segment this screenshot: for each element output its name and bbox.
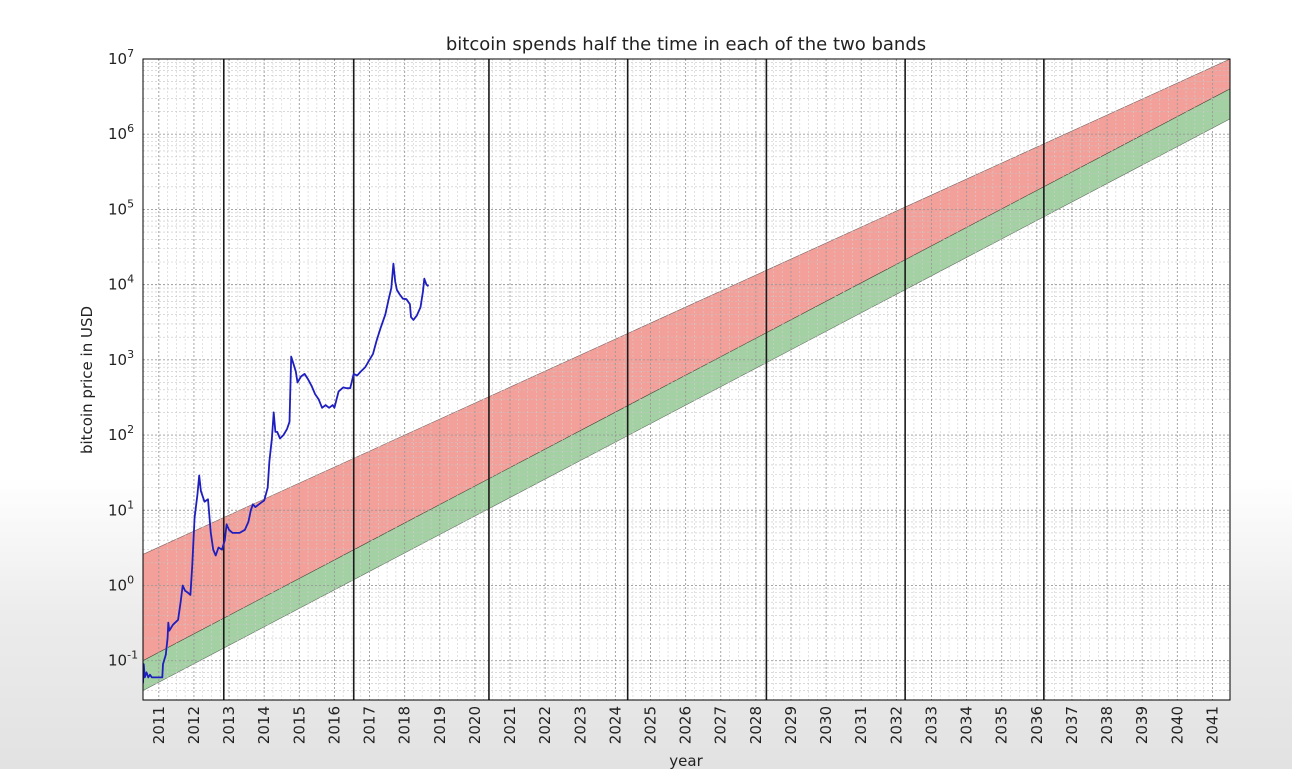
- y-tick-label: 106: [108, 122, 134, 143]
- x-tick-label: 2023: [571, 706, 589, 744]
- x-tick-label: 2018: [396, 706, 414, 744]
- y-tick-label: 107: [108, 47, 134, 68]
- y-tick-label: 103: [108, 348, 134, 369]
- x-tick-label: 2037: [1063, 706, 1081, 744]
- x-tick-label: 2015: [290, 706, 308, 744]
- y-tick-label: 102: [108, 423, 134, 444]
- x-tick-label: 2033: [923, 706, 941, 744]
- x-tick-label: 2020: [466, 706, 484, 744]
- x-tick-label: 2027: [712, 706, 730, 744]
- x-tick-label: 2011: [150, 706, 168, 744]
- plot-frame: [142, 58, 1231, 701]
- chart-title: bitcoin spends half the time in each of …: [446, 34, 926, 55]
- x-tick-label: 2014: [255, 706, 273, 744]
- x-tick-labels: 2011 2012 2013 2014 2015 2016 2017 2018 2019 2020…: [150, 706, 1222, 744]
- x-tick-label: 2013: [220, 706, 238, 744]
- x-axis-title: year: [669, 752, 703, 769]
- price-band-1: [143, 88, 1230, 691]
- x-tick-label: 2038: [1098, 706, 1116, 744]
- x-tick-label: 2030: [817, 706, 835, 744]
- x-tick-label: 2034: [958, 706, 976, 744]
- x-tick-label: 2016: [325, 706, 343, 744]
- y-tick-label: 100: [108, 573, 134, 594]
- x-tick-label: 2035: [993, 706, 1011, 744]
- x-tick-label: 2041: [1203, 706, 1221, 744]
- x-tick-label: 2024: [606, 706, 624, 744]
- x-tick-label: 2026: [677, 706, 695, 744]
- grid-layer: [143, 59, 1230, 700]
- x-tick-label: 2032: [887, 706, 905, 744]
- x-tick-label: 2039: [1133, 706, 1151, 744]
- y-tick-label: 105: [108, 197, 134, 218]
- x-tick-label: 2040: [1168, 706, 1186, 744]
- x-tick-label: 2031: [852, 706, 870, 744]
- x-tick-label: 2036: [1028, 706, 1046, 744]
- cycle-lines: [222, 59, 1045, 700]
- x-tick-label: 2012: [185, 706, 203, 744]
- band-layer: [143, 59, 1230, 691]
- y-tick-label: 10-1: [108, 649, 138, 670]
- y-axis-title: bitcoin price in USD: [78, 306, 96, 454]
- x-tick-label: 2021: [501, 706, 519, 744]
- x-tick-label: 2019: [431, 706, 449, 744]
- series-layer: [143, 262, 430, 684]
- x-tick-label: 2029: [782, 706, 800, 744]
- x-tick-label: 2028: [747, 706, 765, 744]
- y-tick-label: 104: [108, 273, 134, 294]
- price-line: [143, 262, 430, 684]
- x-tick-label: 2025: [642, 706, 660, 744]
- x-tick-label: 2022: [536, 706, 554, 744]
- y-tick-labels: 10-1 100 101 102 103 104 105 106 107: [108, 47, 138, 670]
- y-tick-label: 101: [108, 498, 134, 519]
- x-tick-label: 2017: [361, 706, 379, 744]
